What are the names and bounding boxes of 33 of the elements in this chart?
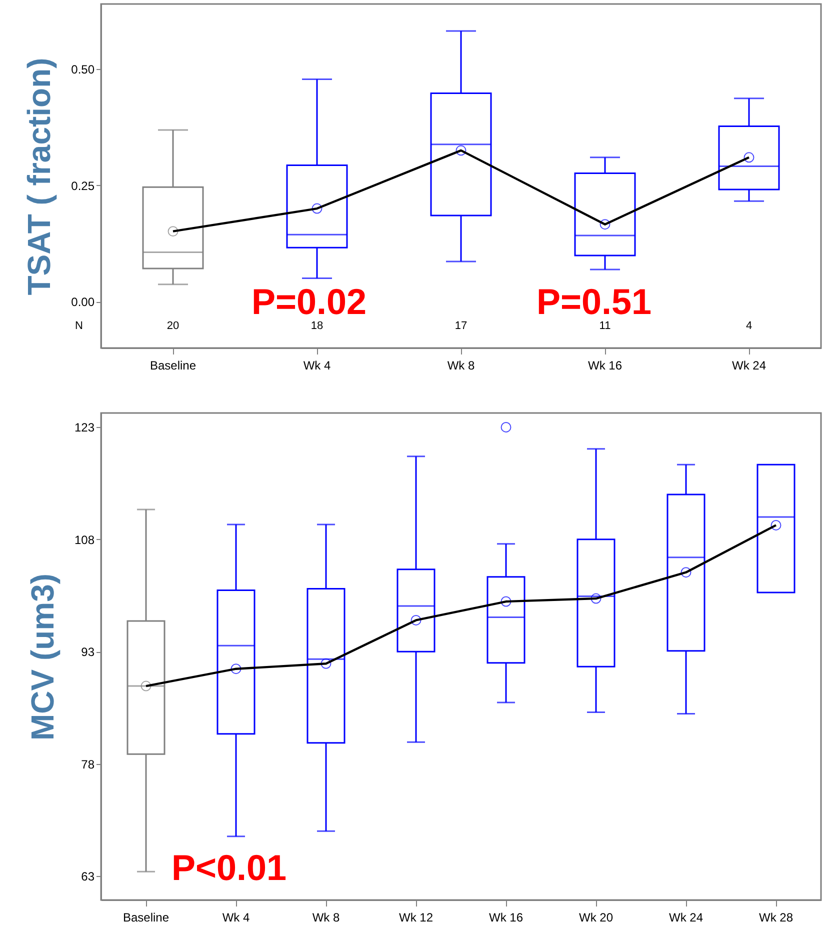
y-axis-title: TSAT ( fraction) xyxy=(21,58,58,296)
x-tick-label: Wk 28 xyxy=(758,910,794,924)
annotation: 17 xyxy=(454,320,468,332)
text: N xyxy=(75,320,84,332)
y-tick-label: 0.00 xyxy=(71,295,95,310)
annotation: 11 xyxy=(599,320,611,332)
x-tick-label: Wk 4 xyxy=(303,358,331,372)
x-tick-label: Baseline xyxy=(150,358,196,372)
x-tick-label: Wk 8 xyxy=(447,358,475,372)
x-tick-label: Wk 12 xyxy=(398,910,434,924)
y-tick-label: 0.50 xyxy=(71,62,95,77)
annotation: P=0.51 xyxy=(536,281,652,322)
y-tick-label: 63 xyxy=(81,870,95,884)
y-axis-title: MCV (um3) xyxy=(24,573,60,741)
x-tick-label: Wk 16 xyxy=(488,910,524,924)
annotation: P<0.01 xyxy=(171,847,287,888)
annotation: 18 xyxy=(310,320,324,332)
x-tick-label: Wk 8 xyxy=(312,910,340,924)
y-tick-label: 78 xyxy=(81,757,95,772)
x-tick-label: Wk 16 xyxy=(588,358,622,372)
x-tick-label: Baseline xyxy=(122,910,170,924)
y-tick-label: 108 xyxy=(74,532,95,547)
x-tick-label: Wk 24 xyxy=(732,358,766,372)
y-tick-label: 0.25 xyxy=(71,178,95,193)
annotation: 20 xyxy=(166,320,180,332)
y-tick-label: 93 xyxy=(81,645,95,660)
y-tick-label: 123 xyxy=(74,420,95,435)
annotation: P=0.02 xyxy=(251,281,367,322)
x-tick-label: Wk 20 xyxy=(578,910,614,924)
line-series xyxy=(172,149,750,232)
x-tick-label: Wk 24 xyxy=(668,910,704,924)
x-tick-label: Wk 4 xyxy=(222,910,250,924)
annotation: 4 xyxy=(746,320,752,332)
